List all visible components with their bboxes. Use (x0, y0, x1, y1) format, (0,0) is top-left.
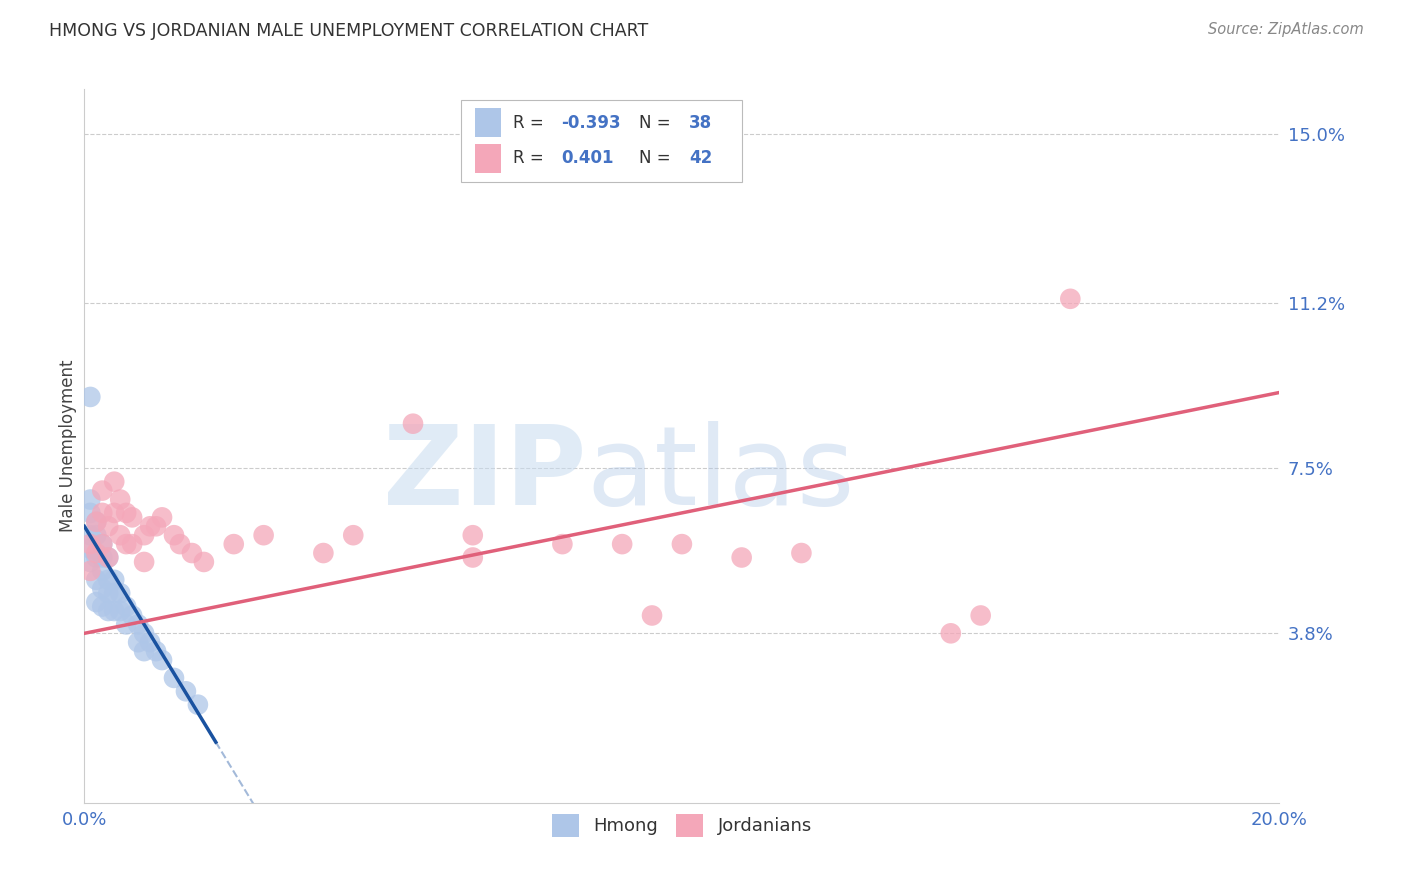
Point (132, 626, 156, 640)
Point (79, 537, 101, 551)
Point (1059, 292, 1081, 306)
Point (79, 492, 101, 507)
Point (79, 528, 101, 542)
Point (110, 492, 132, 507)
Text: ZIP: ZIP (382, 421, 586, 528)
Point (163, 671, 186, 685)
Point (97, 586, 120, 600)
Point (97, 604, 120, 618)
Point (121, 510, 143, 524)
Text: HMONG VS JORDANIAN MALE UNEMPLOYMENT CORRELATION CHART: HMONG VS JORDANIAN MALE UNEMPLOYMENT COR… (49, 22, 648, 40)
Legend: Hmong, Jordanians: Hmong, Jordanians (544, 807, 820, 844)
Point (103, 475, 125, 489)
Point (103, 604, 125, 618)
Point (127, 635, 149, 649)
Point (145, 644, 167, 658)
Point (115, 506, 138, 520)
Point (551, 537, 574, 551)
Text: -0.393: -0.393 (561, 114, 621, 132)
Point (91, 506, 114, 520)
Point (79, 555, 101, 569)
Point (79, 541, 101, 556)
Point (132, 644, 156, 658)
Text: N =: N = (638, 114, 676, 132)
Point (132, 555, 156, 569)
Point (79, 506, 101, 520)
Point (86, 550, 108, 565)
Point (187, 698, 209, 712)
Point (103, 586, 125, 600)
Point (103, 506, 125, 520)
Point (79, 390, 101, 404)
Point (145, 519, 167, 533)
Point (150, 653, 173, 667)
Point (115, 617, 138, 632)
Y-axis label: Male Unemployment: Male Unemployment (59, 359, 77, 533)
Text: 0.401: 0.401 (561, 150, 613, 168)
Point (79, 564, 101, 578)
Point (103, 573, 125, 587)
FancyBboxPatch shape (461, 100, 742, 182)
Point (139, 519, 162, 533)
Point (86, 546, 108, 560)
Point (110, 604, 132, 618)
Point (402, 417, 425, 431)
Point (86, 595, 108, 609)
Text: R =: R = (513, 114, 550, 132)
Point (790, 546, 813, 560)
Point (163, 528, 186, 542)
Bar (475, 109, 502, 137)
Text: atlas: atlas (586, 421, 855, 528)
Point (169, 537, 191, 551)
Point (193, 555, 215, 569)
Point (91, 550, 114, 565)
Point (150, 510, 173, 524)
Point (110, 528, 132, 542)
Point (174, 684, 197, 698)
Text: R =: R = (513, 150, 550, 168)
Point (132, 528, 156, 542)
Point (115, 537, 138, 551)
Point (121, 537, 143, 551)
Point (612, 537, 634, 551)
Point (91, 582, 114, 596)
Text: 38: 38 (689, 114, 713, 132)
Point (731, 550, 754, 565)
Text: N =: N = (638, 150, 676, 168)
Point (97, 550, 120, 565)
Point (110, 586, 132, 600)
Point (91, 599, 114, 614)
Point (461, 528, 484, 542)
Point (91, 564, 114, 578)
Point (342, 528, 364, 542)
Bar (475, 145, 502, 173)
Point (181, 546, 204, 560)
Point (641, 608, 664, 623)
Point (97, 573, 120, 587)
Point (97, 550, 120, 565)
Point (86, 528, 108, 542)
Point (461, 550, 484, 565)
Point (115, 599, 138, 614)
Point (86, 515, 108, 529)
Point (939, 626, 962, 640)
Point (312, 546, 335, 560)
Point (671, 537, 693, 551)
Point (222, 537, 245, 551)
Point (91, 537, 114, 551)
Point (970, 608, 993, 623)
Point (86, 515, 108, 529)
Point (91, 537, 114, 551)
Text: Source: ZipAtlas.com: Source: ZipAtlas.com (1208, 22, 1364, 37)
Point (91, 483, 114, 498)
Point (86, 573, 108, 587)
Point (97, 519, 120, 533)
Point (139, 635, 162, 649)
Point (253, 528, 276, 542)
Text: 42: 42 (689, 150, 713, 168)
Point (121, 608, 143, 623)
Point (127, 617, 149, 632)
